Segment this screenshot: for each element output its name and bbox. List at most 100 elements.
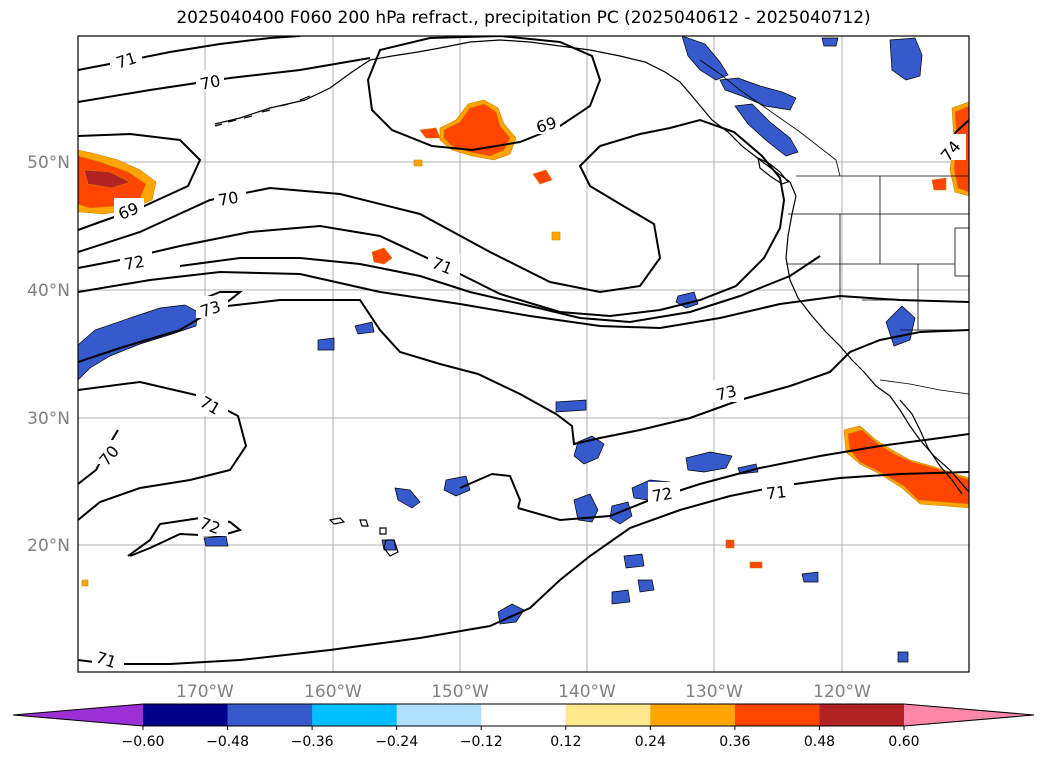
contour-72-east: [517, 433, 969, 522]
map-frame: [77, 35, 970, 673]
colorbar-segment: [650, 704, 736, 726]
contour-label: 70: [217, 188, 240, 210]
colorbar-segment: [227, 704, 313, 726]
precip-blob-warm: [931, 177, 947, 191]
refractivity-contours: [78, 36, 969, 665]
precip-blob-blue: [685, 451, 733, 473]
precip-blob-warm: [847, 429, 969, 505]
lon-label: 170°W: [176, 682, 234, 702]
precip-blob-blue: [609, 501, 633, 525]
contour-label: 69: [534, 113, 559, 137]
precip-blob-blue: [611, 589, 631, 605]
contour-label: 72: [651, 484, 674, 506]
precip-blob-blue: [821, 37, 839, 47]
precip-blob-warm: [725, 539, 735, 549]
precip-blob-blue: [623, 553, 645, 569]
contour-71-east: [78, 471, 969, 665]
precip-blob-blue: [394, 487, 421, 509]
precip-blob-blue: [317, 337, 335, 351]
longitude-labels: 170°W 160°W 150°W 140°W 130°W 120°W: [176, 682, 871, 702]
precip-blob-warm: [413, 159, 423, 167]
contour-71-mid: [179, 255, 821, 324]
precip-blob-blue: [885, 305, 916, 347]
colorbar-tick-label: −0.24: [375, 734, 418, 750]
colorbar-tick-label: −0.60: [122, 734, 165, 750]
baja-coast: [899, 399, 963, 495]
precip-positive-areas: [78, 99, 969, 587]
contour-73: [78, 291, 969, 446]
contour-72-mid: [78, 270, 969, 330]
contour-71-south: [78, 380, 248, 521]
contour-69-closed: [366, 36, 602, 152]
colorbar: −0.60 −0.48 −0.36 −0.24 −0.12 0.12 0.24 0.36 0.4…: [12, 703, 1035, 750]
precip-blob-warm: [443, 103, 511, 157]
precip-negative-areas: [78, 36, 923, 663]
bc-coast: [711, 119, 797, 197]
contour-72-south: [127, 516, 243, 557]
contour-70-mid: [78, 118, 786, 318]
precip-blob-blue: [555, 399, 587, 413]
colorbar-segment: [481, 704, 567, 726]
colorbar-segment: [143, 704, 229, 726]
colorbar-tick-label: 0.24: [635, 734, 666, 750]
lat-label: 20°N: [27, 536, 70, 556]
lat-label: 50°N: [27, 153, 70, 173]
colorbar-tick-label: −0.36: [291, 734, 334, 750]
colorbar-tick-label: 0.12: [550, 734, 581, 750]
colorbar-tick-label: 0.36: [719, 734, 750, 750]
contour-69-west: [78, 132, 202, 231]
colorbar-segment: [819, 704, 905, 726]
colorbar-tick-label: −0.48: [206, 734, 249, 750]
lon-label: 130°W: [685, 682, 743, 702]
precip-blob-blue: [719, 77, 797, 111]
lat-label: 40°N: [27, 281, 70, 301]
contour-labels: 71 70 69 70 69 72 71 73 71 70 72 73 71 7…: [92, 48, 966, 672]
colorbar-extend-max: [904, 704, 1034, 726]
lon-label: 140°W: [558, 682, 616, 702]
contour-label: 71: [765, 482, 787, 503]
contour-label: 72: [123, 252, 146, 274]
contour-label: 73: [714, 381, 738, 404]
colorbar-segment: [396, 704, 482, 726]
colorbar-tick-label: 0.48: [804, 734, 835, 750]
alaska-coast: [214, 39, 713, 125]
lat-label: 30°N: [27, 409, 70, 429]
precip-blob-blue: [681, 36, 729, 81]
gridlines: [78, 36, 969, 672]
precip-blob-blue: [889, 37, 923, 81]
precip-blob-warm: [749, 561, 763, 569]
precip-blob-warm: [551, 231, 561, 241]
lon-label: 160°W: [304, 682, 362, 702]
precip-blob-blue: [897, 651, 909, 663]
precip-blob-blue: [354, 321, 375, 335]
precip-blob-warm: [371, 247, 393, 265]
colorbar-tick-label: 0.60: [888, 734, 919, 750]
lon-label: 150°W: [431, 682, 489, 702]
colorbar-tick-label: −0.12: [460, 734, 503, 750]
contour-inner-loop: [459, 472, 522, 509]
colorbar-segment: [565, 704, 651, 726]
contour-label: 70: [198, 71, 222, 94]
precip-blob-warm: [419, 127, 441, 139]
precip-blob-blue: [801, 571, 819, 583]
colorbar-segment: [312, 704, 398, 726]
hawaii-islands: [328, 517, 399, 557]
lon-label: 120°W: [813, 682, 871, 702]
political-borders: [699, 59, 969, 395]
latitude-labels: 50°N 40°N 30°N 20°N: [27, 153, 70, 556]
precip-blob-blue: [573, 493, 599, 523]
colorbar-extend-min: [13, 704, 143, 726]
precip-blob-warm: [83, 169, 131, 189]
vancouver-island: [757, 156, 790, 185]
colorbar-segment: [734, 704, 820, 726]
precip-blob-warm: [532, 169, 553, 185]
contour-70-north: [78, 57, 371, 103]
map-title: 2025040400 F060 200 hPa refract., precip…: [176, 8, 871, 28]
precip-blob-blue: [443, 475, 471, 497]
coastlines: [214, 39, 969, 557]
precip-blob-blue: [637, 579, 655, 593]
precip-blob-blue: [734, 103, 799, 157]
aleutian-islands: [214, 95, 311, 127]
precip-blob-warm: [81, 579, 89, 587]
